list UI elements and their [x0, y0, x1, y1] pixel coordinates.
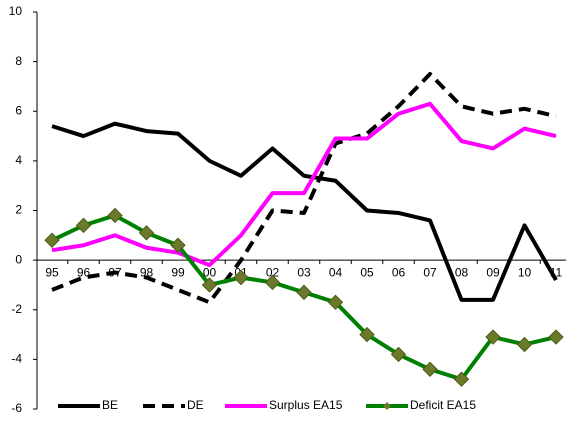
y-tick-label: 2	[15, 203, 22, 217]
marker	[359, 326, 375, 343]
marker	[75, 217, 92, 234]
x-tick-label: 04	[329, 265, 343, 279]
x-tick-label: 00	[203, 265, 217, 279]
marker	[264, 274, 281, 291]
series-line	[51, 121, 558, 302]
x-tick-label: 95	[45, 265, 59, 279]
x-tick-label: 96	[77, 265, 91, 279]
x-tick-label: 09	[486, 265, 500, 279]
marker	[327, 294, 344, 311]
y-tick-label: 8	[15, 54, 22, 68]
legend-label: BE	[102, 398, 118, 412]
marker	[44, 232, 60, 248]
x-tick-label: 05	[360, 265, 374, 279]
x-tick-label: 08	[455, 265, 469, 279]
marker	[422, 361, 438, 378]
marker	[233, 269, 249, 286]
x-tick-label: 06	[392, 265, 406, 279]
marker	[296, 284, 312, 301]
legend-label: Deficit EA15	[410, 398, 476, 412]
y-tick-label: 10	[9, 4, 23, 18]
marker	[390, 346, 407, 363]
marker	[516, 336, 533, 353]
series-line	[51, 72, 557, 305]
legend-marker	[383, 402, 391, 410]
marker	[138, 225, 155, 241]
marker	[170, 237, 186, 253]
y-tick-label: -6	[11, 401, 22, 415]
y-tick-label: -2	[11, 302, 22, 316]
marker	[453, 371, 470, 387]
x-tick-label: 03	[297, 265, 311, 279]
marker	[201, 277, 218, 293]
y-tick-label: 4	[15, 153, 22, 167]
series-line	[51, 101, 557, 268]
legend-label: Surplus EA15	[269, 398, 343, 412]
x-tick-label: 10	[518, 265, 532, 279]
x-tick-label: 02	[266, 265, 280, 279]
marker	[548, 329, 564, 345]
x-tick-label: 98	[140, 265, 154, 279]
y-tick-label: 6	[15, 103, 22, 117]
y-tick-label: -4	[11, 352, 22, 366]
marker	[107, 207, 123, 224]
legend-label: DE	[187, 398, 204, 412]
marker	[485, 329, 501, 345]
x-tick-label: 99	[171, 265, 185, 279]
y-tick-label: 0	[15, 252, 22, 266]
x-tick-label: 07	[423, 265, 437, 279]
